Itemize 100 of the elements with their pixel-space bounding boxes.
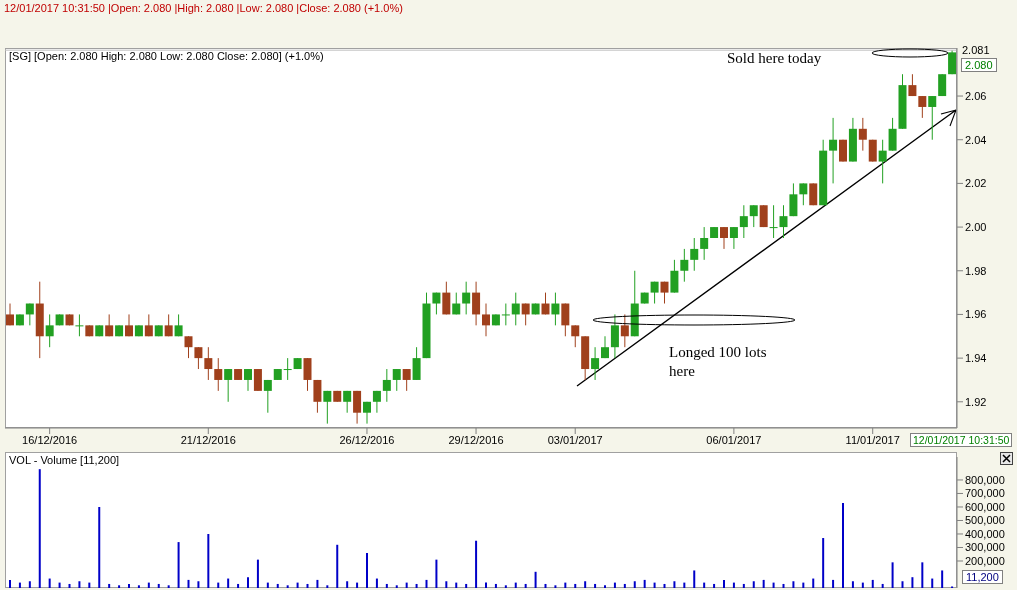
bar [58,582,61,588]
ref-line-label: 2.081 [962,44,990,57]
bar [336,544,339,588]
y-tick-label: 200,000 [965,554,1005,567]
bar [871,579,874,588]
chart-subtitle: [SG] [Open: 2.080 High: 2.080 Low: 2.080 Close: 2.080] (+1.0%) [9,50,324,62]
candlestick [392,368,401,392]
bar [247,577,249,588]
bar [108,583,111,588]
bar [544,583,547,588]
y-tick-label: 700,000 [965,487,1005,500]
bar [98,506,101,588]
x-tick-label: 29/12/2016 [448,433,504,446]
bar [693,570,696,588]
candlestick [680,248,689,283]
bar [742,583,745,588]
bar [435,559,438,588]
bar [554,585,557,588]
bar [822,538,825,588]
candlestick [382,368,391,403]
y-tick-label: 800,000 [965,473,1005,486]
bar [405,582,408,588]
bar [732,582,735,588]
bar [18,582,21,588]
bar [128,583,130,588]
bar [931,578,934,588]
bar [921,562,924,588]
candlestick [878,139,887,184]
text: 11,200 [962,570,1003,584]
bar [485,582,487,588]
candlestick [402,368,411,392]
candlestick [462,281,471,315]
candlestick [184,335,193,359]
candlestick [283,357,292,381]
candlestick [749,204,758,228]
bar [782,583,785,588]
bar [584,581,587,588]
candlestick [918,95,927,119]
bar [256,559,259,588]
bar [266,582,269,588]
candlestick [789,182,798,217]
candlestick [610,313,619,359]
candlestick [75,313,84,337]
x-tick-label: 16/12/2016 [22,433,78,446]
bar [574,583,577,588]
candlestick [45,313,54,348]
candlestick [253,368,262,392]
bar [494,583,497,588]
x-tick-label: 21/12/2016 [180,433,236,446]
bar [157,583,160,588]
bar [842,502,844,588]
candlestick [412,346,421,381]
bar [88,582,91,588]
y-tick-label: 1.98 [965,264,987,277]
candlestick [948,49,957,75]
candlestick [799,182,808,206]
x-tick-label: 03/01/2017 [547,433,603,446]
annotation: Longed 100 lots here [669,343,768,381]
bar [296,582,299,588]
bar [703,582,706,588]
bar [604,585,606,588]
bar [137,585,140,588]
candlestick [561,303,570,337]
candlestick [224,368,233,403]
bar [504,585,507,588]
candlestick [858,117,867,152]
bar [673,581,676,588]
bar [68,583,71,588]
y-tick-label: 2.00 [965,220,987,233]
candlestick [194,346,203,370]
y-tick-label: 2.02 [965,177,987,190]
y-tick-label: 2.04 [965,133,987,146]
candlestick [482,303,490,337]
bar [752,581,755,588]
bar [366,552,368,588]
bar [723,579,725,588]
bar [861,582,864,588]
bar [415,583,418,588]
y-tick-label: 500,000 [965,514,1005,527]
bar [28,581,31,588]
bar [207,533,210,588]
bar [445,581,448,588]
bar [514,582,517,588]
candlestick [829,117,838,184]
bar [316,579,319,588]
bar [762,579,765,588]
bar [683,582,686,588]
bar [9,579,11,588]
bar [623,583,626,588]
bar [901,581,904,588]
candlestick [928,95,937,141]
bar [326,585,329,588]
x-tick-label: 06/01/2017 [706,433,762,446]
candlestick [303,357,312,392]
annotation: Sold here today [727,50,822,67]
bar [851,581,854,588]
y-tick-label: 1.92 [965,395,987,408]
bar [713,583,716,588]
bar [613,582,616,588]
candlestick [442,281,451,315]
